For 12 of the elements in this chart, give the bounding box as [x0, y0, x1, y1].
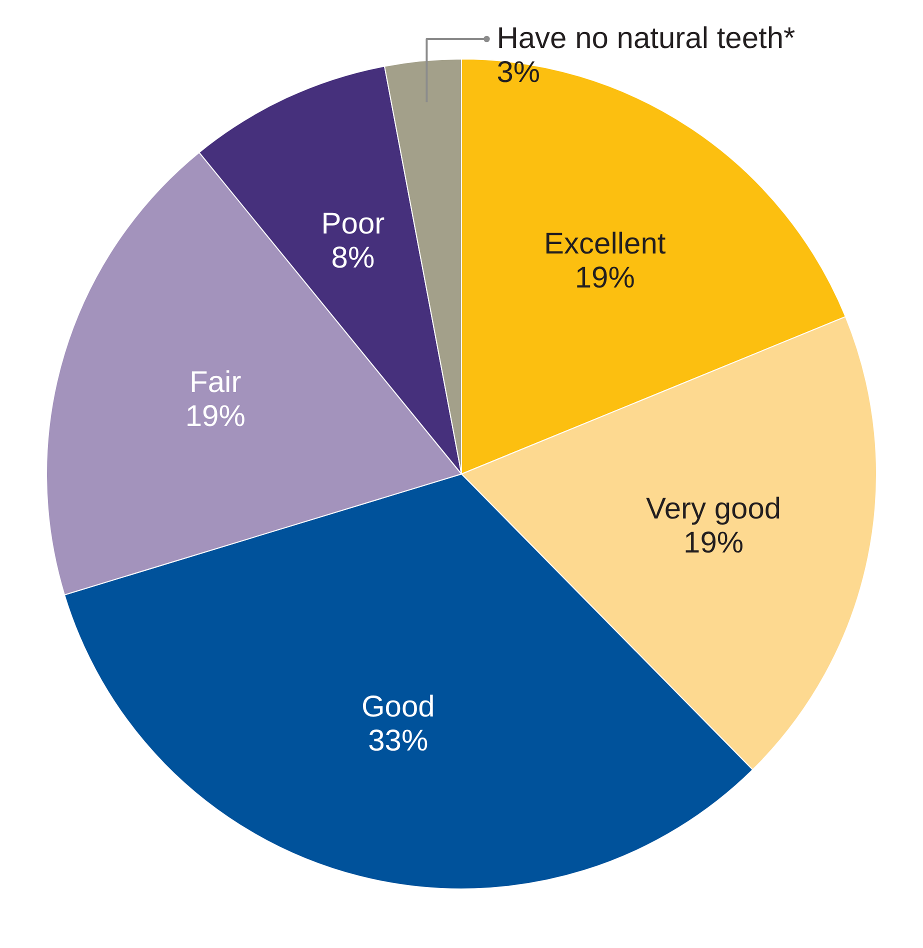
data-label: 8%: [331, 242, 375, 275]
slice-label: Good: [361, 690, 435, 724]
data-label: 19%: [185, 400, 246, 434]
data-label: 19%: [684, 526, 744, 560]
slice-label: Have no natural teeth*: [496, 22, 796, 55]
slice-label: Excellent: [544, 227, 666, 260]
slice-label: Fair: [190, 366, 242, 400]
slice-label: Very good: [646, 492, 782, 526]
data-label: 33%: [368, 724, 428, 758]
data-label: 19%: [574, 261, 635, 294]
data-label: 3%: [496, 56, 540, 89]
slice-label: Poor: [321, 208, 385, 241]
